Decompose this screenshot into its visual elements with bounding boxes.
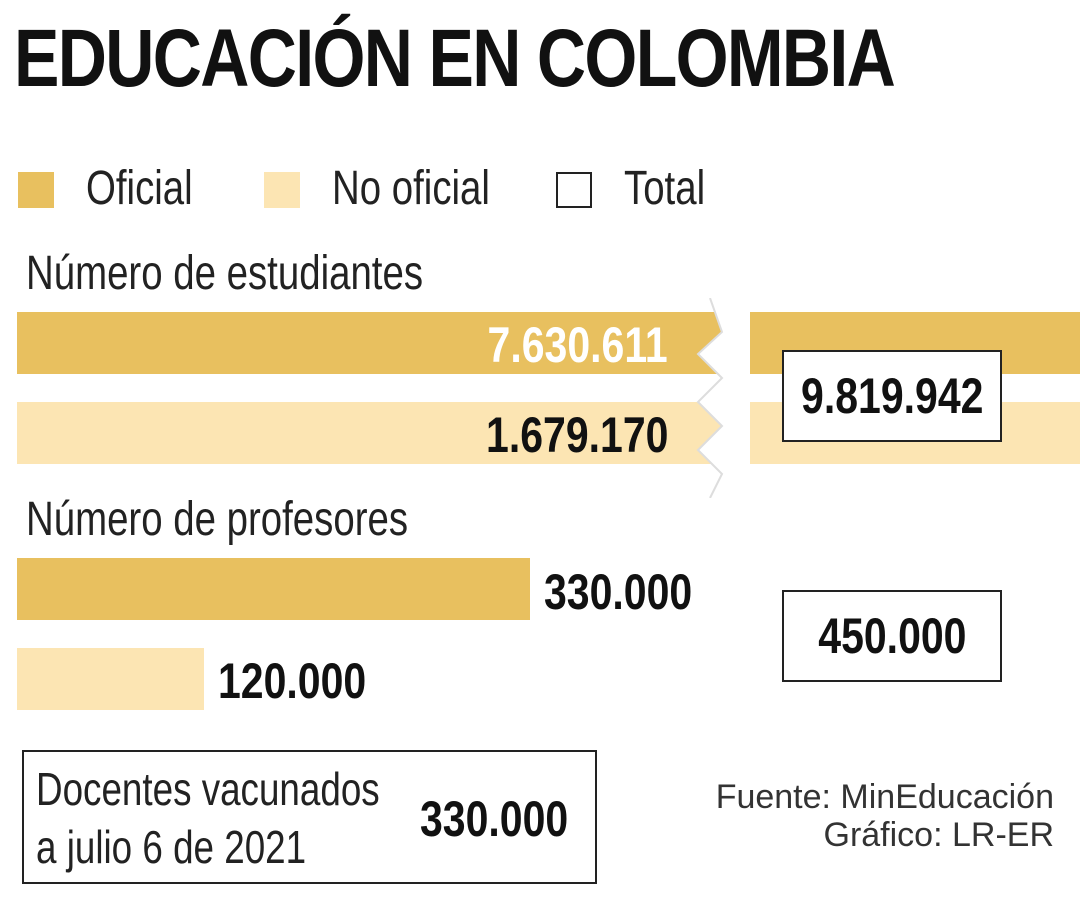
legend-swatch-oficial <box>18 172 54 208</box>
vaccinated-label-line1: Docentes vacunados <box>36 763 380 815</box>
total-box-teachers: 450.000 <box>782 590 1002 682</box>
vaccinated-label-line2: a julio 6 de 2021 <box>36 821 307 873</box>
vaccinated-value: 330.000 <box>420 791 569 847</box>
legend-label-no-oficial: No oficial <box>332 162 490 215</box>
axis-break-icon <box>696 298 750 498</box>
total-value-teachers: 450.000 <box>817 608 967 664</box>
bar-teachers-no-oficial <box>17 648 204 710</box>
chart-title: EDUCACIÓN EN COLOMBIA <box>14 13 896 104</box>
value-label-students-oficial: 7.630.611 <box>487 317 668 373</box>
legend-label-oficial: Oficial <box>86 162 193 215</box>
legend-label-total: Total <box>624 162 706 215</box>
source-line2: Gráfico: LR-ER <box>823 816 1055 854</box>
bar-teachers-oficial <box>17 558 530 620</box>
source-line1: Fuente: MinEducación <box>715 778 1054 816</box>
total-box-students: 9.819.942 <box>782 350 1002 442</box>
section-title-teachers: Número de profesores <box>26 493 409 546</box>
value-label-teachers-oficial: 330.000 <box>544 564 693 620</box>
vaccinated-box: Docentes vacunados a julio 6 de 2021 330… <box>22 750 597 884</box>
legend-swatch-total <box>556 172 592 208</box>
section-title-students: Número de estudiantes <box>26 247 424 300</box>
total-value-students: 9.819.942 <box>800 368 984 424</box>
value-label-students-no-oficial: 1.679.170 <box>485 407 668 463</box>
legend-swatch-no-oficial <box>264 172 300 208</box>
value-label-teachers-no-oficial: 120.000 <box>218 653 367 709</box>
